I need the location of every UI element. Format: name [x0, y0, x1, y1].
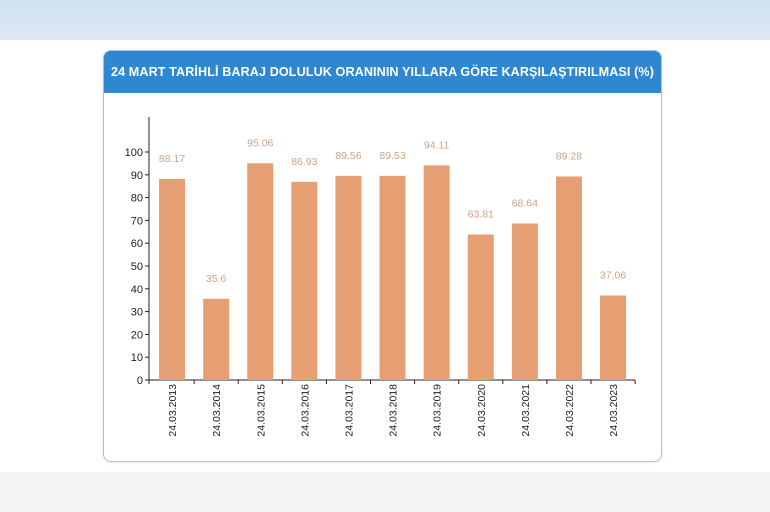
data-label: 86.93 [291, 156, 317, 168]
y-tick-label: 90 [131, 170, 143, 182]
bar [600, 295, 627, 380]
x-category-label: 24.03.2020 [476, 384, 488, 437]
y-tick-label: 0 [137, 375, 143, 387]
x-category-label: 24.03.2018 [388, 384, 400, 437]
data-label: 88.17 [159, 153, 185, 165]
page-bottom-band [0, 472, 770, 512]
bar [379, 175, 406, 380]
y-tick-label: 70 [131, 215, 143, 227]
x-category-label: 24.03.2015 [255, 384, 267, 437]
chart-title: 24 MART TARİHLİ BARAJ DOLULUK ORANININ Y… [111, 65, 654, 79]
data-label: 63.81 [468, 209, 494, 221]
data-label: 89.56 [335, 150, 361, 162]
x-category-label: 24.03.2013 [167, 384, 179, 437]
page-top-band [0, 0, 770, 40]
bar [247, 163, 274, 380]
data-label: 95.06 [247, 137, 273, 149]
x-category-label: 24.03.2014 [211, 384, 223, 437]
card-header: 24 MART TARİHLİ BARAJ DOLULUK ORANININ Y… [104, 51, 661, 93]
data-label: 37.06 [600, 270, 626, 282]
bar [423, 165, 450, 380]
bar [159, 178, 186, 380]
y-tick-label: 80 [131, 193, 143, 205]
y-tick-label: 20 [131, 329, 143, 341]
x-category-label: 24.03.2016 [299, 384, 311, 437]
chart-card: 24 MART TARİHLİ BARAJ DOLULUK ORANININ Y… [103, 50, 662, 462]
y-tick-label: 50 [131, 261, 143, 273]
bar [467, 234, 494, 380]
data-label: 68.64 [512, 198, 538, 210]
data-label: 35.6 [206, 273, 227, 285]
y-tick-label: 40 [131, 284, 143, 296]
y-tick-label: 60 [131, 238, 143, 250]
y-tick-label: 30 [131, 307, 143, 319]
x-category-label: 24.03.2023 [608, 384, 620, 437]
x-category-label: 24.03.2019 [432, 384, 444, 437]
x-category-label: 24.03.2022 [564, 384, 576, 437]
data-label: 89.28 [556, 150, 582, 162]
bar [291, 181, 318, 380]
bar [335, 175, 362, 380]
bar-chart: 0 10 20 30 40 50 60 70 80 90 100 88.17 24.03.2013 35.… [125, 117, 636, 437]
bar [203, 298, 230, 380]
x-category-label: 24.03.2017 [343, 384, 355, 437]
x-category-label: 24.03.2021 [520, 384, 532, 437]
data-label: 94.11 [424, 139, 450, 151]
bar [555, 176, 582, 380]
bar [511, 223, 538, 380]
y-tick-label: 10 [131, 352, 143, 364]
data-label: 89.53 [379, 150, 405, 162]
y-tick-label: 100 [125, 147, 143, 159]
